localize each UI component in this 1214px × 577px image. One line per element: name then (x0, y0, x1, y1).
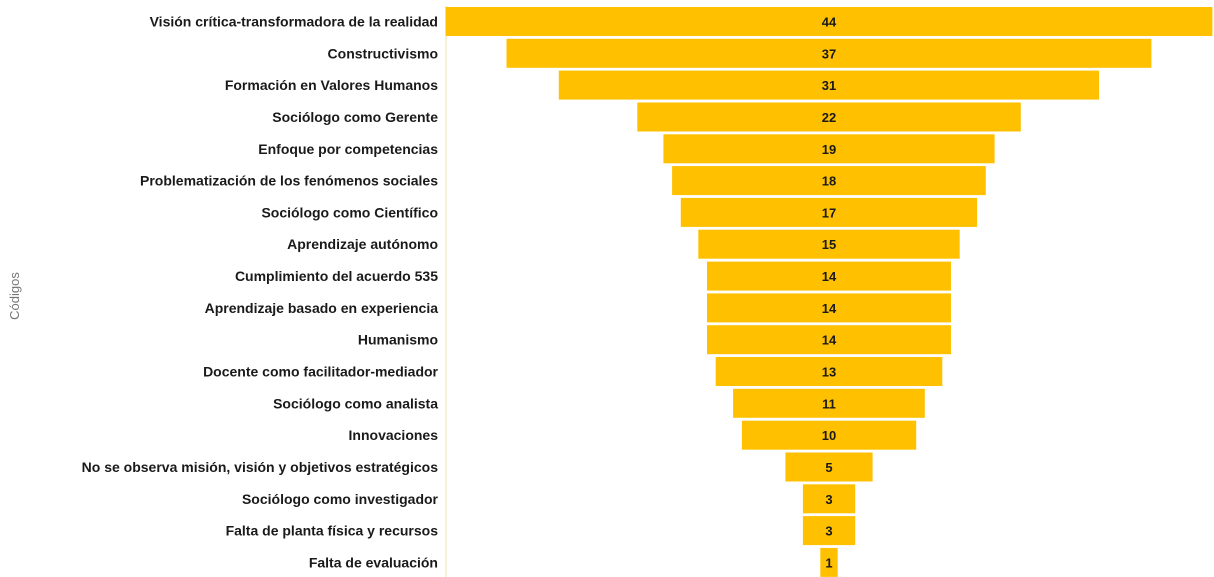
funnel-bar (785, 452, 873, 482)
category-labels: Visión crítica-transformadora de la real… (82, 14, 439, 571)
category-label: Aprendizaje basado en experiencia (205, 300, 439, 316)
category-label: Falta de evaluación (309, 554, 438, 570)
category-label: Cumplimiento del acuerdo 535 (235, 268, 438, 284)
funnel-bar (820, 547, 838, 577)
category-label: Sociólogo como Gerente (272, 109, 438, 125)
funnel-bar (741, 420, 917, 450)
funnel-bar (506, 38, 1152, 68)
category-label: Sociólogo como analista (273, 395, 438, 411)
category-label: Innovaciones (349, 427, 439, 443)
value-label: 10 (822, 428, 836, 443)
category-label: Aprendizaje autónomo (287, 236, 438, 252)
funnel-bar (802, 484, 856, 514)
bars-layer (445, 7, 1213, 577)
funnel-bar (707, 293, 951, 323)
value-label: 3 (825, 492, 832, 507)
funnel-bar (802, 516, 856, 546)
value-label: 17 (822, 205, 836, 220)
category-label: Visión crítica-transformadora de la real… (150, 14, 438, 30)
category-label: Docente como facilitador-mediador (203, 364, 438, 380)
value-label: 18 (822, 174, 836, 189)
funnel-bar (707, 325, 951, 355)
category-label: Falta de planta física y recursos (226, 523, 439, 539)
value-label: 14 (822, 301, 837, 316)
value-label: 37 (822, 46, 836, 61)
value-label: 19 (822, 142, 836, 157)
category-label: Problematización de los fenómenos social… (140, 173, 438, 189)
funnel-bar (733, 388, 925, 418)
value-label: 15 (822, 237, 836, 252)
category-label: Sociólogo como Científico (261, 204, 438, 220)
value-label: 44 (822, 15, 837, 30)
funnel-bar (445, 7, 1213, 36)
funnel-bar (558, 70, 1100, 100)
category-label: Enfoque por competencias (258, 141, 438, 157)
funnel-bar (672, 166, 986, 196)
category-label: Constructivismo (328, 45, 438, 61)
value-label: 1 (825, 555, 832, 570)
value-label: 11 (822, 396, 836, 411)
funnel-bar (637, 102, 1021, 132)
value-label: 14 (822, 333, 837, 348)
funnel-bar (663, 134, 995, 164)
funnel-bar (698, 229, 960, 259)
category-label: No se observa misión, visión y objetivos… (82, 459, 439, 475)
funnel-bar (707, 261, 951, 291)
value-label: 3 (825, 524, 832, 539)
value-label: 14 (822, 269, 837, 284)
category-label: Formación en Valores Humanos (225, 77, 438, 93)
funnel-bar (680, 197, 978, 227)
funnel-bar (715, 357, 943, 386)
category-label: Humanismo (358, 332, 438, 348)
value-label: 13 (822, 365, 836, 380)
value-label: 22 (822, 110, 836, 125)
value-label: 31 (822, 78, 836, 93)
value-label: 5 (825, 460, 832, 475)
category-label: Sociólogo como investigador (242, 491, 439, 507)
y-axis-title: Códigos (7, 272, 22, 320)
